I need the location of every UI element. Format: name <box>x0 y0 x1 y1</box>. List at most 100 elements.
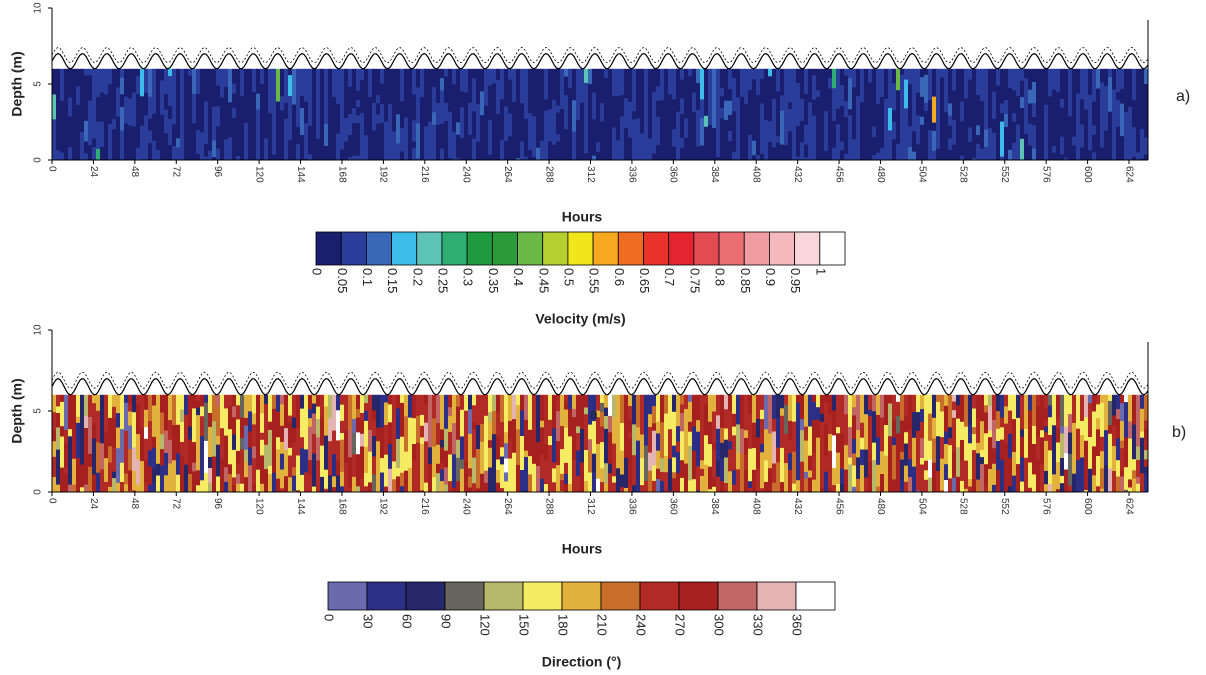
surface-line <box>51 52 1149 70</box>
field-cell <box>488 447 493 468</box>
field-cell <box>812 479 817 488</box>
field-cell <box>476 104 481 118</box>
field-cell <box>508 68 513 81</box>
field-cell <box>408 467 413 492</box>
field-cell <box>420 147 425 160</box>
field-cell <box>256 93 261 110</box>
field-cell <box>236 419 241 452</box>
field-cell <box>660 480 665 492</box>
field-cell <box>56 394 61 407</box>
field-cell <box>1108 143 1113 160</box>
field-cell <box>328 394 333 419</box>
field-cell <box>532 68 537 91</box>
field-cell <box>208 90 213 110</box>
field-cell <box>788 131 793 155</box>
field-cell <box>768 121 773 143</box>
field-cell <box>476 425 481 450</box>
field-cell <box>884 402 889 426</box>
field-cell <box>928 394 933 415</box>
field-cell <box>964 68 969 99</box>
field-cell <box>1096 486 1101 492</box>
field-cell <box>828 434 833 452</box>
field-cell <box>1044 68 1049 106</box>
field-cell <box>420 97 425 128</box>
colorbar-box <box>391 231 418 266</box>
field-cell <box>600 121 605 150</box>
field-cell <box>576 476 581 492</box>
field-cell <box>604 416 609 430</box>
field-cell <box>320 85 325 103</box>
field-cell <box>1072 145 1077 160</box>
field-cell <box>352 68 357 94</box>
field-cell <box>856 126 861 140</box>
field-cell <box>600 68 605 104</box>
field-cell <box>60 138 65 154</box>
field-cell <box>836 452 841 485</box>
field-cell <box>244 477 249 492</box>
field-cell <box>860 478 865 492</box>
field-cell <box>620 68 625 96</box>
field-cell <box>276 153 281 160</box>
field-cell <box>800 419 805 431</box>
field-cell <box>900 480 905 492</box>
field-cell <box>456 406 461 441</box>
field-cell <box>64 473 69 492</box>
field-cell <box>464 92 469 107</box>
field-cell <box>108 84 113 102</box>
field-cell <box>1128 487 1133 492</box>
field-cell <box>324 488 329 492</box>
field-cell <box>996 136 1001 160</box>
field-cell <box>652 394 657 407</box>
field-cell <box>484 394 489 417</box>
field-cell <box>572 485 577 492</box>
field-cell <box>1112 425 1117 447</box>
field-cell <box>504 420 509 433</box>
field-cell <box>292 417 297 429</box>
field-cell <box>276 394 281 413</box>
field-cell <box>916 68 921 94</box>
field-cell <box>688 421 693 433</box>
field-cell <box>404 68 409 104</box>
field-cell <box>552 482 557 492</box>
y-tick-label: 0 <box>33 489 44 495</box>
field-cell <box>152 447 157 470</box>
field-cell <box>1100 147 1105 160</box>
field-cell <box>1132 478 1137 492</box>
field-cell <box>1108 400 1113 426</box>
field-cell <box>1056 126 1061 160</box>
field-cell <box>884 394 889 403</box>
field-cell <box>624 457 629 489</box>
field-cell <box>672 457 677 473</box>
field-cell <box>780 144 785 157</box>
field-cell <box>740 68 745 98</box>
field-cell <box>520 417 525 437</box>
field-cell <box>348 114 353 136</box>
field-cell <box>952 144 957 160</box>
field-cell <box>648 138 653 160</box>
field-cell <box>1144 154 1148 160</box>
colorbar-label: 0.45 <box>536 268 551 293</box>
field-cell <box>936 401 941 437</box>
field-cell <box>728 480 733 492</box>
field-cell <box>288 96 293 130</box>
field-cell <box>956 405 961 420</box>
field-cell <box>188 140 193 160</box>
field-cell <box>888 403 893 437</box>
field-cell <box>240 449 245 485</box>
field-cell <box>848 394 853 428</box>
field-cell <box>832 120 837 137</box>
field-cell <box>560 473 565 481</box>
field-cell <box>968 486 973 492</box>
field-cell <box>580 428 585 463</box>
field-cell <box>824 90 829 112</box>
field-cell <box>1124 111 1129 148</box>
field-cell <box>596 443 601 480</box>
field-cell <box>196 130 201 155</box>
field-cell <box>1036 459 1041 492</box>
field-cell <box>916 394 921 413</box>
field-cell <box>576 68 581 99</box>
field-cell <box>544 394 549 422</box>
field-cell <box>480 143 485 160</box>
field-cell <box>848 78 853 110</box>
field-cell <box>160 449 165 466</box>
